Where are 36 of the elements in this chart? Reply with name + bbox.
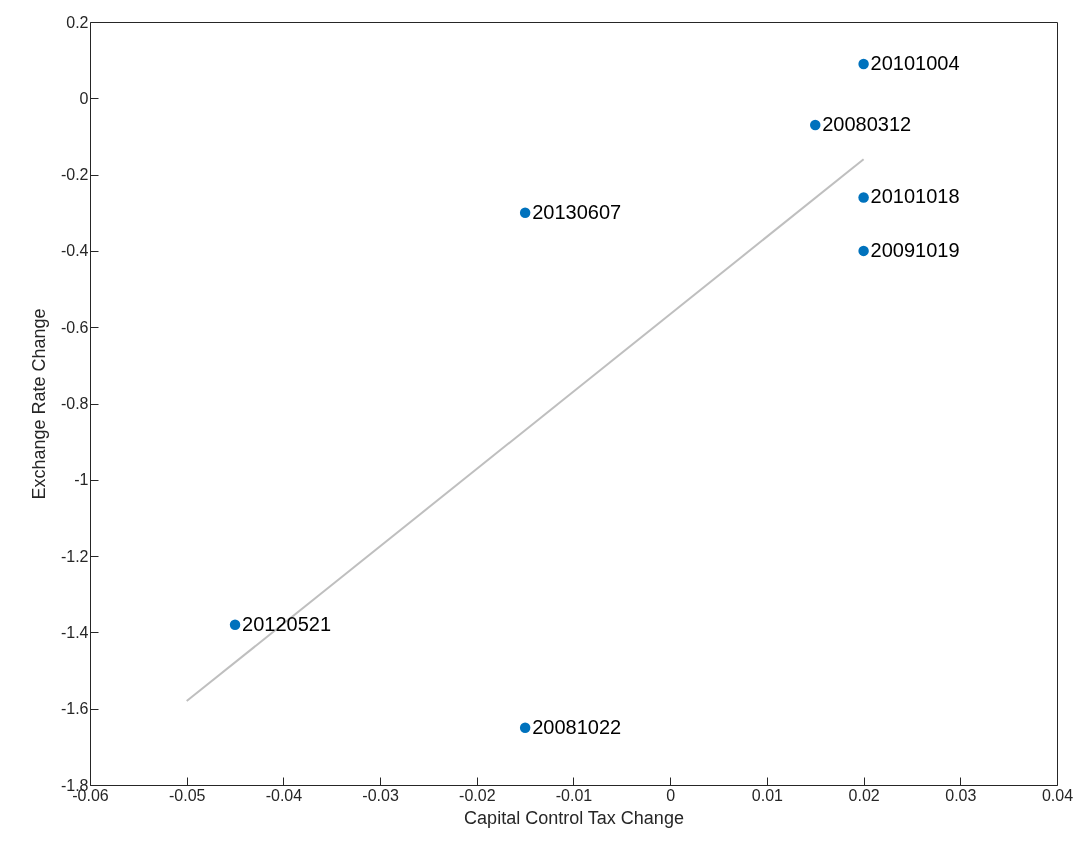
x-axis-title: Capital Control Tax Change [464,807,684,828]
point [229,619,241,630]
x-tick-label: 0 [666,786,676,804]
x-tick-label: -0.02 [459,786,496,804]
annotation: 20101004 [870,51,960,74]
y-tick-label: -0.4 [60,242,89,260]
y-tick-label: -1 [74,471,89,489]
y-tick-label: 0.2 [66,13,89,31]
x-tick-label: 0.03 [945,786,977,804]
point [519,207,531,218]
y-tick-label: -0.2 [60,166,89,184]
x-tick-label: -0.03 [362,786,399,804]
y-tick-label: -1.4 [60,623,89,641]
point [858,192,869,203]
x-tick-label: 0.02 [848,786,880,804]
annotation: 20091019 [870,238,960,261]
x-tick-label: -0.05 [168,786,206,804]
annotation: 20081022 [532,715,622,738]
x-tick-label: -0.04 [265,786,303,804]
point [858,58,869,70]
y-tick-label: -1.6 [60,700,89,718]
annotation: 20080312 [822,113,912,136]
x-tick-label: 0.01 [751,786,784,804]
annotation: 20130607 [532,200,622,223]
y-tick-label: -0.8 [60,395,89,412]
point [519,722,531,734]
y-tick-label: -1.2 [60,547,89,565]
y-axis-title: Exchange Rate Change [28,308,49,500]
x-tick-label: 0.04 [1041,786,1074,804]
y-tick-label: 0 [79,89,89,107]
annotation: 20101018 [870,185,960,208]
point [810,119,821,131]
point [858,245,869,257]
x-tick-label: -0.01 [555,786,593,804]
y-tick-label: -0.6 [60,318,89,336]
annotation: 20120521 [242,612,332,635]
